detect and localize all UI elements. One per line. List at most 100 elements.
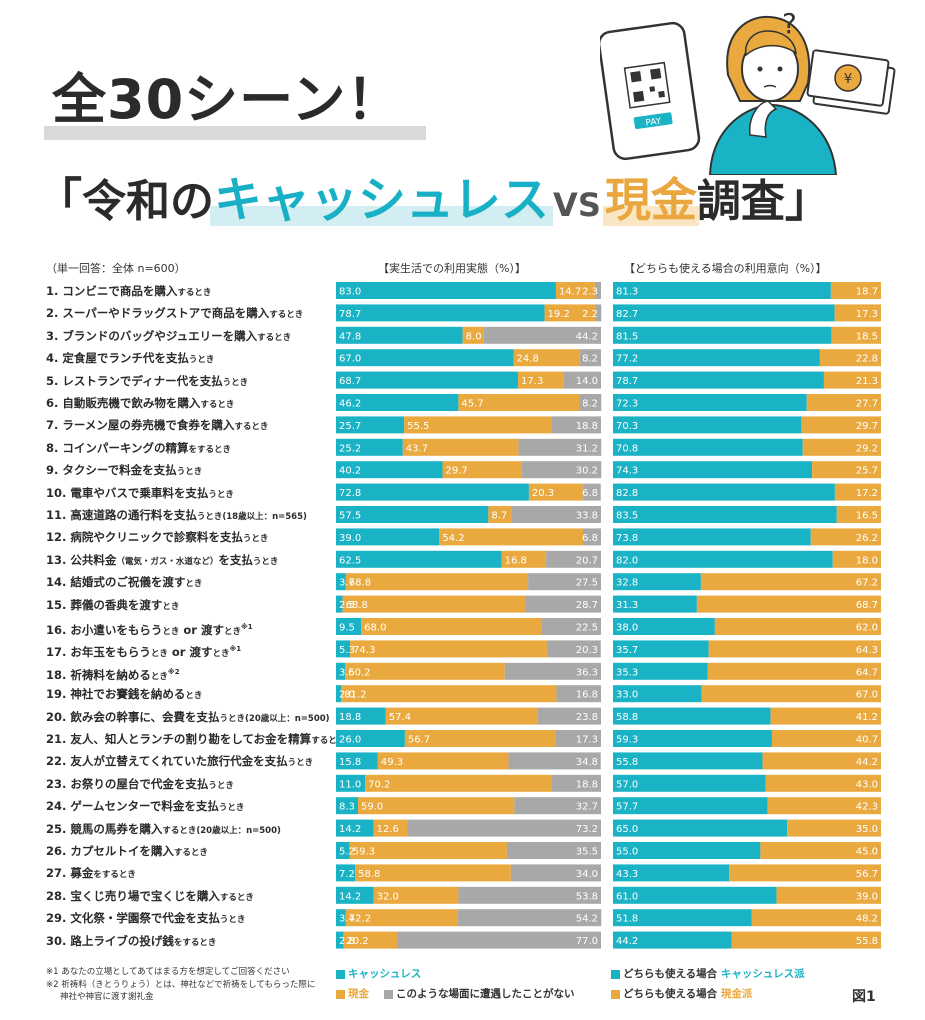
left-bar-series1 — [342, 595, 525, 613]
left-bar-series2 — [508, 752, 601, 770]
right-bar-series0 — [613, 707, 771, 725]
left-value-label: 45.7 — [461, 399, 483, 410]
row-label-small: うとき — [176, 467, 203, 478]
row-label-main: 7. ラーメン屋の券売機で食券を購入 — [46, 418, 235, 433]
left-bar-series2 — [521, 461, 602, 479]
right-value-label: 57.0 — [616, 779, 638, 790]
right-value-label: 41.2 — [856, 712, 878, 723]
right-value-label: 72.3 — [616, 399, 638, 410]
left-bar-series1 — [377, 752, 509, 770]
right-bar-series0 — [613, 730, 772, 747]
left-value-label: 40.2 — [339, 466, 361, 477]
legend-none: このような場面に遭遇したことがない — [384, 986, 575, 1001]
right-bar-series0 — [613, 685, 702, 703]
row-label-main: 10. 電車やバスで乗車料を支払 — [46, 485, 209, 500]
left-bar-series0 — [336, 304, 545, 322]
left-value-label: 60.2 — [348, 667, 370, 678]
left-value-label: 20.3 — [576, 645, 598, 656]
left-bar-series2 — [555, 730, 601, 747]
left-value-label: 25.2 — [339, 443, 361, 454]
left-value-label: 17.3 — [576, 735, 598, 746]
left-value-label: 31.2 — [576, 443, 598, 454]
left-bar-series0 — [336, 438, 403, 456]
left-value-label: 18.8 — [576, 779, 598, 790]
row-label-small: うとき(20歳以上：n=500) — [219, 713, 330, 724]
left-bar-series0 — [336, 282, 556, 299]
row-label-small: するとき — [200, 400, 235, 410]
row-label-main: 22. 友人が立替えてくれていた旅行代金を支払 — [46, 754, 288, 769]
left-bar-series0 — [336, 752, 378, 770]
row-label-small: とき — [150, 649, 168, 660]
left-bar-series0 — [336, 685, 342, 703]
right-value-label: 40.7 — [856, 735, 878, 746]
left-bar-series0 — [336, 595, 343, 613]
left-value-label: 74.3 — [353, 645, 375, 656]
left-bar-series0 — [336, 909, 346, 927]
row-label-main: 9. タクシーで料金を支払 — [46, 463, 177, 478]
right-value-label: 16.5 — [856, 511, 878, 522]
left-value-label: 3.5 — [339, 667, 355, 678]
right-bar-series0 — [613, 774, 766, 792]
right-bar-series1 — [767, 797, 881, 815]
row-label: 25. 競馬の馬券を購入するとき(20歳以上：n=500) — [46, 819, 281, 841]
row-label: 11. 高速道路の通行料を支払うとき(18歳以上：n=565) — [46, 505, 307, 527]
right-value-label: 44.2 — [856, 757, 878, 768]
left-bar-series2 — [579, 394, 602, 411]
row-label: 28. 宝くじ売り場で宝くじを購入するとき — [46, 886, 254, 908]
left-value-label: 8.2 — [582, 354, 598, 365]
row-label-small: うとき — [188, 355, 215, 366]
left-value-label: 83.0 — [339, 287, 361, 298]
left-value-label: 54.2 — [576, 914, 598, 925]
row-label-small: うとき — [218, 803, 245, 814]
left-bar-series2 — [551, 416, 601, 434]
right-bar-series1 — [700, 573, 881, 591]
row-label: 15. 葬儀の香典を渡すとき — [46, 595, 179, 617]
right-value-label: 35.3 — [616, 667, 638, 678]
row-label-tail: or 渡す — [167, 645, 213, 660]
right-value-label: 81.3 — [616, 287, 638, 298]
left-value-label: 18.8 — [576, 421, 598, 432]
row-label-small: するとき — [219, 892, 254, 903]
right-bar-series0 — [613, 438, 803, 456]
row-label: 8. コインパーキングの精算をするとき — [46, 438, 231, 460]
left-bar-series0 — [336, 640, 351, 658]
phone-icon: PAY — [600, 21, 701, 161]
left-bar-series2 — [483, 326, 601, 344]
left-bar-series1 — [402, 438, 519, 456]
left-bar-series1 — [513, 349, 580, 367]
right-bar-series0 — [613, 595, 697, 613]
row-label-main: 30. 路上ライブの投げ銭 — [46, 933, 174, 948]
left-value-label: 5.2 — [339, 847, 355, 858]
row-label-main: 13. 公共料金 — [46, 552, 117, 567]
right-bar-series0 — [613, 909, 752, 927]
legend-swatch-right-cash — [611, 989, 620, 999]
right-bar-series1 — [751, 909, 881, 927]
left-bar-series2 — [514, 797, 602, 815]
left-value-label: 81.2 — [344, 690, 366, 701]
right-value-label: 27.7 — [856, 399, 878, 410]
row-label-small: うとき — [222, 377, 249, 388]
row-label-small: するとき — [234, 422, 269, 433]
yen-symbol: ¥ — [844, 72, 852, 87]
left-bar-series2 — [551, 774, 601, 792]
right-bar-series1 — [762, 752, 881, 770]
left-value-label: 14.7 — [559, 287, 581, 298]
right-value-label: 48.2 — [856, 914, 878, 925]
right-bar-series1 — [831, 326, 881, 344]
title-cashless-word: キャッシュレス — [209, 168, 554, 232]
left-value-label: 34.0 — [576, 869, 598, 880]
right-bar-series1 — [823, 371, 881, 389]
row-label: 23. お祭りの屋台で代金を支払うとき — [46, 774, 234, 796]
left-bar-series1 — [345, 909, 458, 927]
left-bar-series1 — [373, 886, 459, 904]
right-value-label: 58.8 — [616, 712, 638, 723]
left-value-label: 58.8 — [358, 869, 380, 880]
right-bar-series1 — [834, 483, 881, 501]
right-bar-series1 — [760, 842, 881, 859]
right-bar-series1 — [787, 819, 881, 837]
left-bar-series2 — [582, 528, 601, 546]
left-bar-series1 — [488, 506, 512, 523]
legend-swatch-cashless — [336, 969, 345, 979]
left-bar-series2 — [506, 842, 601, 859]
left-bar-series1 — [404, 416, 552, 434]
